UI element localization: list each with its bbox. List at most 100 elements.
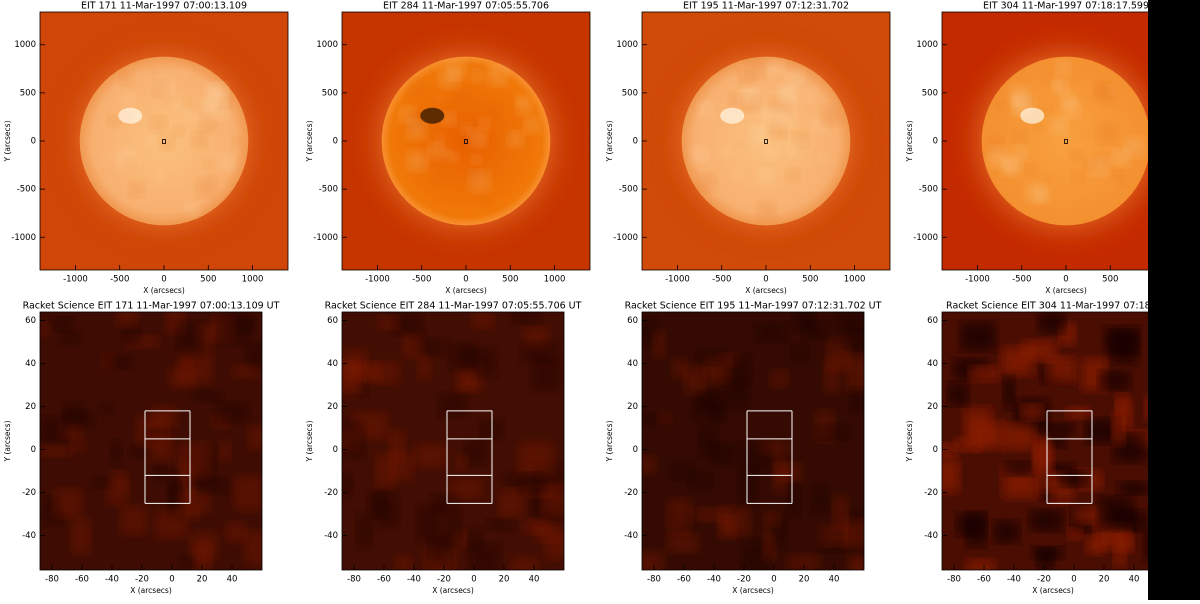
x-tick-label: 40 (529, 575, 540, 585)
y-tick-label: 0 (31, 445, 36, 455)
texture (445, 511, 462, 546)
texture (1012, 128, 1027, 143)
panel: EIT 195 11-Mar-1997 07:12:31.702 -1000 -50… (605, 1, 891, 295)
texture (818, 152, 828, 163)
texture (124, 157, 137, 170)
texture (734, 171, 744, 181)
texture (225, 522, 247, 543)
panel: Racket Science EIT 284 11-Mar-1997 07:05… (305, 301, 582, 596)
frame (641, 311, 865, 571)
texture (521, 341, 558, 364)
y-axis-label: Y (arcsecs) (905, 420, 914, 462)
y-tick-label: -1000 (613, 233, 638, 243)
y-tick-label: 500 (322, 88, 338, 98)
texture (1124, 136, 1145, 158)
panel-title: Racket Science EIT 171 11-Mar-1997 07:00… (23, 301, 280, 312)
y-tick-label: 40 (627, 359, 638, 369)
x-axis-label: X (arcsecs) (130, 586, 172, 595)
texture (231, 365, 259, 378)
texture (763, 511, 781, 527)
y-tick-label: -500 (619, 185, 638, 195)
y-tick-label: -1000 (11, 233, 36, 243)
texture (837, 312, 864, 333)
texture (388, 430, 406, 460)
x-axis-label: X (arcsecs) (1032, 586, 1074, 595)
y-tick-label: 0 (333, 445, 338, 455)
x-tick-label: 0 (771, 575, 776, 585)
texture (1095, 121, 1118, 144)
x-tick-label: -500 (1012, 275, 1031, 285)
panel: EIT 171 11-Mar-1997 07:00:13.109 -1000 -50… (3, 1, 289, 295)
texture (406, 119, 427, 140)
texture (1098, 496, 1135, 530)
texture (1060, 91, 1077, 108)
y-tick-label: 20 (627, 402, 638, 412)
texture (110, 440, 123, 466)
texture (466, 167, 486, 187)
texture (487, 135, 500, 148)
texture (671, 463, 694, 481)
y-axis-label: Y (arcsecs) (605, 120, 614, 162)
texture (802, 321, 830, 341)
panel: Racket Science EIT 171 11-Mar-1997 07:00… (3, 301, 280, 596)
x-axis-label: X (arcsecs) (1045, 286, 1087, 295)
texture (468, 128, 487, 148)
texture (415, 443, 447, 468)
texture (395, 555, 412, 570)
texture (199, 114, 218, 132)
texture (763, 146, 777, 161)
y-tick-label: 500 (922, 88, 938, 98)
x-tick-label: 1000 (844, 275, 866, 285)
y-tick-label: 1000 (316, 40, 338, 50)
texture (185, 110, 198, 123)
texture (468, 542, 501, 570)
texture (1074, 506, 1106, 524)
texture (762, 529, 776, 560)
texture (1119, 532, 1134, 553)
texture (219, 440, 232, 461)
texture (1025, 163, 1038, 176)
texture (406, 150, 428, 172)
texture (742, 94, 761, 112)
texture (191, 132, 208, 149)
texture (98, 402, 116, 415)
frame (341, 311, 565, 571)
y-axis-label: Y (arcsecs) (605, 420, 614, 462)
texture (434, 134, 445, 145)
y-tick-label: -40 (22, 531, 36, 541)
texture (1025, 183, 1046, 204)
texture (426, 159, 433, 167)
x-tick-label: 40 (1129, 575, 1140, 585)
texture (515, 94, 528, 106)
texture (176, 322, 203, 358)
texture (815, 424, 848, 441)
texture (178, 443, 211, 478)
panels: EIT 171 11-Mar-1997 07:00:13.109 -1000 -50… (3, 1, 1191, 596)
texture (407, 78, 429, 99)
texture (720, 146, 731, 157)
texture (441, 111, 456, 126)
texture (1032, 438, 1050, 471)
texture (844, 519, 864, 548)
texture (342, 422, 366, 458)
texture (1069, 148, 1083, 163)
x-tick-label: 0 (161, 275, 166, 285)
texture (470, 154, 482, 165)
y-tick-label: 60 (627, 316, 638, 326)
texture (163, 98, 170, 105)
texture (834, 336, 855, 349)
texture (786, 167, 801, 182)
y-axis-label: Y (arcsecs) (3, 120, 12, 162)
texture (342, 361, 365, 392)
texture (1071, 169, 1085, 183)
texture (40, 417, 67, 444)
x-tick-label: -20 (135, 575, 149, 585)
texture (690, 145, 708, 164)
texture (120, 93, 135, 108)
texture (1094, 154, 1111, 171)
target-marker (162, 139, 166, 144)
texture (518, 442, 554, 478)
y-tick-label: 20 (25, 402, 36, 412)
x-tick-label: -500 (412, 275, 431, 285)
texture (215, 401, 249, 423)
